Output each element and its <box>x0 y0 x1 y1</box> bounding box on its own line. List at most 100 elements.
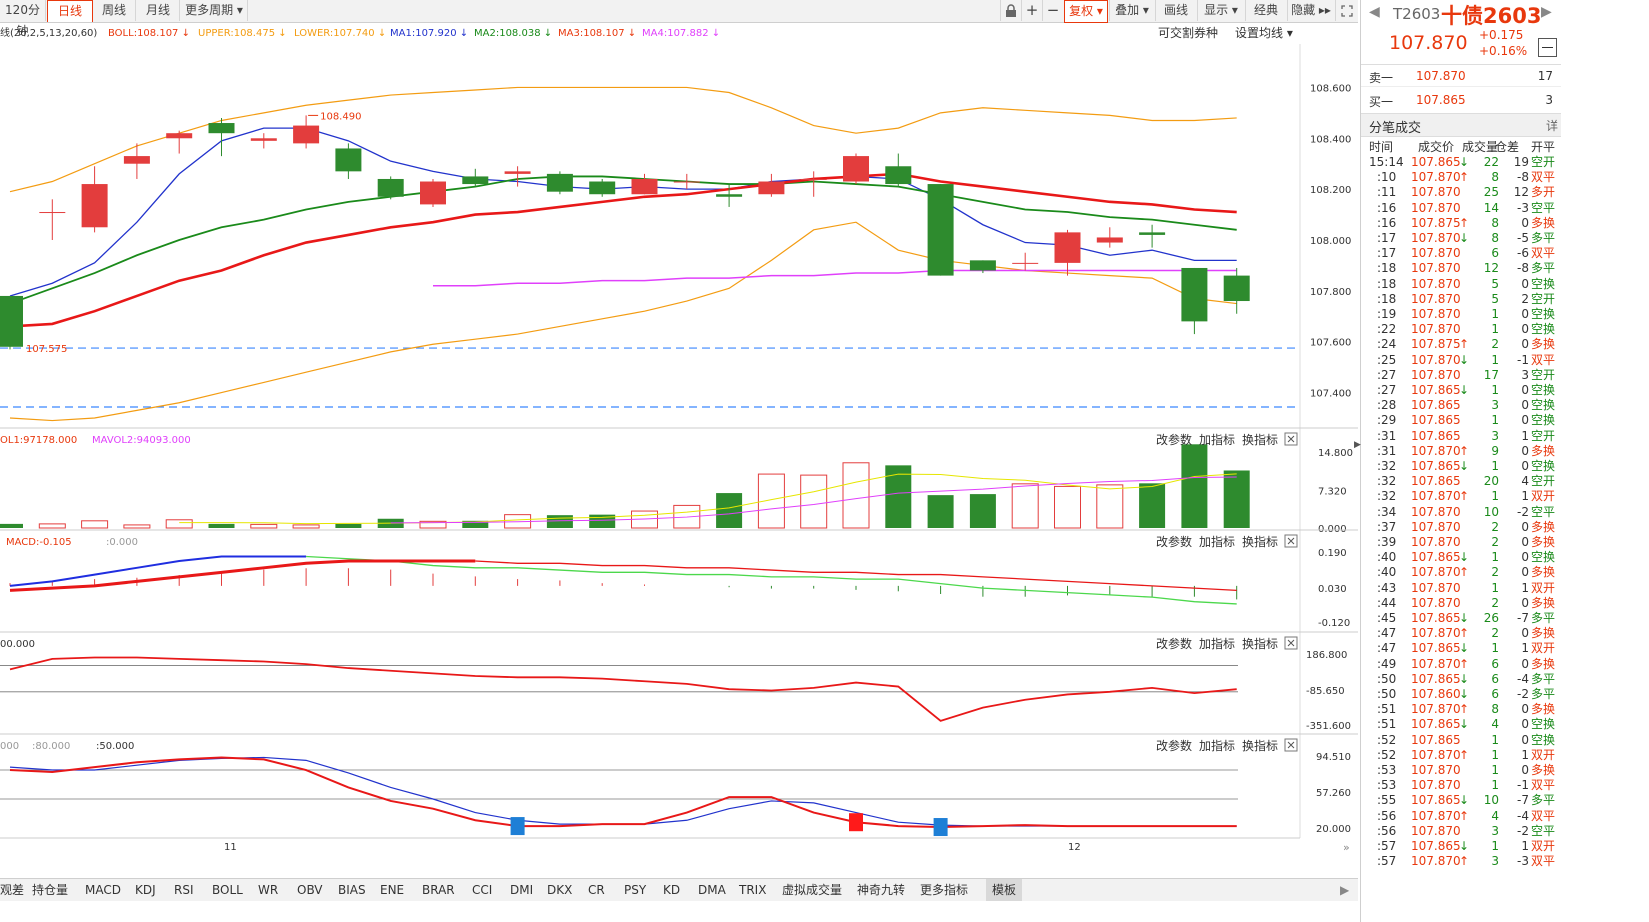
trade-oi-change: -2 <box>1517 687 1529 701</box>
indicator-tab[interactable]: KDJ <box>135 883 156 897</box>
indicator-tab[interactable]: CR <box>588 883 605 897</box>
trade-oi-change: 0 <box>1521 535 1529 549</box>
trade-row: :52 107.865 1 0 空换 <box>1361 733 1561 748</box>
trade-time: :40 <box>1377 550 1397 565</box>
legend-item: LOWER:107.740 ↓ <box>294 28 386 39</box>
trade-price: 107.860 <box>1411 687 1461 701</box>
change-indicator-button[interactable]: 换指标 <box>1242 534 1278 549</box>
zoom-out-icon[interactable]: − <box>1042 0 1063 21</box>
kline-chart[interactable]: 线(20,2,5,13,20,60) BOLL:108.107 ↓ UPPER:1… <box>0 22 1358 878</box>
indicator-tab[interactable]: 神奇九转 <box>857 883 906 897</box>
change-indicator-button[interactable]: 换指标 <box>1242 432 1278 447</box>
tab-monthly[interactable]: 月线 <box>137 0 180 21</box>
lock-icon[interactable] <box>1000 0 1021 21</box>
tab-120min[interactable]: 120分钟 <box>0 0 46 38</box>
trade-arrow: ↑ <box>1459 337 1470 352</box>
collapse-panel-icon[interactable]: ▶ <box>1354 440 1361 450</box>
change-indicator-button[interactable]: 换指标 <box>1242 738 1278 753</box>
trade-volume: 4 <box>1491 717 1499 732</box>
modify-params-button[interactable]: 改参数 <box>1156 738 1192 753</box>
trade-oi-change: 0 <box>1521 717 1529 732</box>
trade-oi-change: 4 <box>1521 474 1529 489</box>
legend-item: MA4:107.882 ↓ <box>642 28 720 39</box>
draw-line-button[interactable]: 画线 <box>1155 0 1196 21</box>
tab-daily[interactable]: 日线 <box>47 0 93 22</box>
indicator-tab[interactable]: BOLL <box>212 883 243 897</box>
display-button[interactable]: 显示 ▾ <box>1197 0 1244 21</box>
trade-arrow: ↓ <box>1459 459 1470 473</box>
trade-volume: 10 <box>1483 793 1499 808</box>
overlay-button[interactable]: 叠加 ▾ <box>1109 0 1154 21</box>
indicator-tab[interactable]: PSY <box>624 883 647 897</box>
legend-prefix: 线(20,2,5,13,20,60) <box>0 26 97 39</box>
candle-body <box>843 156 869 182</box>
trade-time: :51 <box>1377 702 1397 717</box>
indicator-tab[interactable]: 持仓量 <box>32 883 69 897</box>
indicator-tab[interactable]: BRAR <box>422 883 455 897</box>
indicator-tab[interactable]: 更多指标 <box>920 883 969 897</box>
trade-row: 15:14 107.865 ↓ 22 19 空开 <box>1361 155 1561 170</box>
set-ma-link[interactable]: 设置均线 ▾ <box>1235 26 1293 40</box>
indicator-tab[interactable]: BIAS <box>338 883 366 897</box>
indicator-tab[interactable]: 虚拟成交量 <box>782 883 843 897</box>
trade-price: 107.870 <box>1411 322 1461 337</box>
candle-body <box>166 133 193 139</box>
trade-price: 107.870 <box>1411 747 1461 762</box>
indicator-tab[interactable]: 观差 <box>0 883 25 897</box>
indicator-tab[interactable]: DMI <box>510 883 534 897</box>
volume-bar <box>1139 483 1166 528</box>
low-annotation: 107.575 <box>26 344 67 355</box>
classic-button[interactable]: 经典 <box>1245 0 1286 21</box>
indicator-tab[interactable]: DMA <box>698 883 726 897</box>
scroll-right-icon[interactable]: » <box>1343 841 1350 854</box>
indicator-tab[interactable]: WR <box>258 883 279 897</box>
deliverable-bonds-link[interactable]: 可交割券种 <box>1158 25 1218 40</box>
trade-row: :34 107.870 10 -2 空平 <box>1361 505 1561 520</box>
tab-weekly[interactable]: 周线 <box>93 0 136 21</box>
indicator-tab[interactable]: CCI <box>472 883 493 897</box>
trade-time: :32 <box>1377 474 1397 489</box>
dea-line <box>9 559 476 592</box>
trade-open-close: 空平 <box>1531 504 1556 519</box>
trade-arrow: ↑ <box>1459 170 1470 185</box>
indicator-tab[interactable]: DKX <box>547 883 573 897</box>
change-indicator-button[interactable]: 换指标 <box>1242 636 1278 651</box>
trade-volume: 3 <box>1491 428 1499 443</box>
tab-more-periods[interactable]: 更多周期 ▾ <box>181 0 248 21</box>
collapse-icon[interactable] <box>1538 38 1557 57</box>
trade-open-close: 多平 <box>1531 611 1556 625</box>
volume-bar <box>969 494 996 528</box>
indicator-tab[interactable]: OBV <box>297 883 323 897</box>
modify-params-button[interactable]: 改参数 <box>1156 636 1192 651</box>
add-indicator-button[interactable]: 加指标 <box>1199 432 1235 447</box>
trade-arrow: ↑ <box>1459 215 1470 230</box>
add-indicator-button[interactable]: 加指标 <box>1199 534 1235 549</box>
indicator-tab[interactable]: RSI <box>174 883 194 897</box>
indicator-scroll-icon[interactable]: ▶ <box>1340 883 1350 897</box>
modify-params-button[interactable]: 改参数 <box>1156 534 1192 549</box>
indicator-tab[interactable]: KD <box>663 883 681 897</box>
add-indicator-button[interactable]: 加指标 <box>1199 738 1235 753</box>
indicator-tab[interactable]: ENE <box>380 883 405 897</box>
zoom-in-icon[interactable]: + <box>1021 0 1042 21</box>
trade-volume: 1 <box>1491 550 1499 565</box>
trade-arrow: ↑ <box>1459 747 1470 762</box>
add-indicator-button[interactable]: 加指标 <box>1199 636 1235 651</box>
indicator-tab[interactable]: MACD <box>85 883 121 897</box>
trade-time: :17 <box>1377 231 1397 245</box>
candle-body <box>800 178 827 180</box>
hide-button[interactable]: 隐藏 ▸▸ <box>1287 0 1334 21</box>
indicator-tab[interactable]: TRIX <box>739 883 767 897</box>
next-contract-icon[interactable]: ▶ <box>1541 4 1552 20</box>
prev-contract-icon[interactable]: ◀ <box>1369 4 1380 20</box>
modify-params-button[interactable]: 改参数 <box>1156 432 1192 447</box>
trades-detail-button[interactable]: 详 <box>1546 119 1559 133</box>
adjust-rights-button[interactable]: 复权 ▾ <box>1064 0 1108 23</box>
trade-open-close: 空开 <box>1531 291 1556 306</box>
candle-body <box>1139 232 1166 235</box>
trades-list[interactable]: 15:14 107.865 ↓ 22 19 空开:10 107.870 ↑ 8 -8 双平:11 10… <box>1361 155 1561 922</box>
legend-item: MA3:108.107 ↓ <box>558 28 636 39</box>
trade-volume: 1 <box>1491 383 1499 397</box>
indicator-tab[interactable]: 模板 <box>986 879 1023 901</box>
fullscreen-icon[interactable] <box>1335 0 1358 21</box>
